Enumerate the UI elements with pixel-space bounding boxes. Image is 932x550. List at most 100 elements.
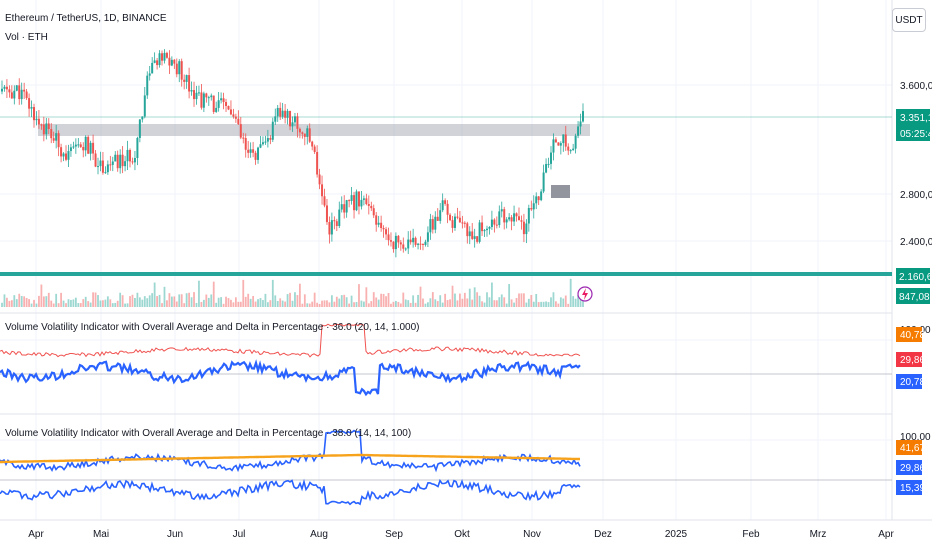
time-tick-label: Sep — [385, 529, 403, 540]
last-price-tag: 3.351,11 — [900, 113, 932, 124]
candle-body — [190, 90, 193, 92]
candle-body — [227, 105, 230, 110]
candle-body — [121, 154, 124, 167]
volume-bar — [394, 300, 397, 307]
candle-body — [173, 59, 176, 64]
candle-body — [178, 61, 181, 75]
volume-bar — [446, 300, 449, 307]
volume-bar — [141, 299, 144, 307]
indicator-pane-1[interactable] — [0, 323, 892, 397]
price-pane[interactable] — [0, 49, 892, 307]
candle-body — [436, 216, 439, 221]
volume-bar — [10, 300, 13, 307]
candle-body — [306, 128, 309, 137]
candle-body — [441, 200, 444, 211]
candle-body — [552, 139, 555, 153]
candle-body — [37, 118, 40, 125]
candle-body — [8, 89, 11, 93]
candle-body — [254, 152, 257, 160]
volume-bar — [244, 296, 247, 307]
volume-bar — [227, 298, 230, 307]
pane1-title[interactable]: Volume Volatility Indicator with Overall… — [5, 322, 420, 333]
candle-body — [421, 243, 424, 245]
candle-body — [382, 228, 385, 230]
volume-bar — [488, 297, 491, 307]
volume-bar — [372, 292, 375, 307]
volume-bar — [200, 301, 203, 307]
currency-button[interactable]: USDT — [892, 8, 926, 32]
indicator-pane-2[interactable] — [0, 429, 892, 506]
volume-bar — [183, 303, 186, 307]
candle-body — [92, 142, 95, 154]
candle-body — [220, 98, 223, 101]
time-tick-label: Apr — [878, 529, 894, 540]
candle-body — [537, 196, 540, 201]
volume-bar — [50, 300, 53, 307]
volume-bar — [42, 296, 45, 307]
lightning-icon[interactable] — [577, 286, 593, 302]
candle-body — [404, 248, 407, 250]
volume-bar — [436, 301, 439, 307]
resistance-zone[interactable] — [38, 124, 590, 136]
candle-body — [60, 147, 63, 157]
candle-body — [23, 89, 26, 92]
volume-bar — [385, 296, 387, 307]
volume-bar — [212, 281, 215, 307]
candle-body — [264, 141, 267, 143]
volume-bar — [185, 293, 188, 307]
candle-body — [188, 75, 191, 92]
volume-bar — [87, 301, 90, 307]
candle-body — [158, 53, 161, 66]
level-tag-bg — [896, 268, 930, 284]
volume-bar — [254, 301, 257, 307]
volume-bar — [166, 300, 168, 307]
candle-body — [412, 237, 415, 243]
candle-body — [567, 146, 570, 151]
candle-body — [517, 216, 520, 221]
small-zone[interactable] — [551, 185, 570, 198]
candle-body — [483, 230, 486, 232]
candle-body — [67, 151, 70, 160]
volume-bar — [259, 298, 262, 307]
candle-body — [10, 92, 13, 99]
volume-bar — [67, 299, 70, 307]
candle-body — [360, 199, 363, 207]
volume-bar — [358, 284, 360, 307]
pane1-tag: 29,86 — [900, 355, 925, 366]
pane2-title[interactable]: Volume Volatility Indicator with Overall… — [5, 428, 411, 439]
candle-body — [82, 146, 85, 151]
time-tick-label: Apr — [28, 529, 44, 540]
volume-bar — [217, 297, 220, 307]
volume-bar — [284, 301, 287, 307]
candle-body — [407, 239, 410, 249]
volume-bar — [444, 293, 447, 307]
volume-bar — [20, 295, 23, 307]
time-tick-label: Dez — [594, 529, 612, 540]
candle-body — [471, 231, 474, 239]
candle-body — [296, 116, 299, 129]
volume-label[interactable]: Vol · ETH — [5, 32, 48, 43]
time-axis[interactable]: Apr Mai Jun Jul Aug Sep Okt Nov Dez 2025 Feb Mrz Apr — [28, 529, 894, 540]
volume-bar — [390, 303, 392, 307]
price-tick: 3.600,00 — [900, 81, 932, 92]
symbol-title[interactable]: Ethereum / TetherUS, 1D, BINANCE — [5, 13, 167, 24]
volume-bar — [569, 278, 572, 307]
volume-bar — [114, 302, 117, 307]
volume-bar — [476, 292, 479, 307]
candle-body — [505, 219, 508, 223]
volume-bar — [82, 299, 85, 307]
volume-bar — [106, 296, 109, 307]
candle-body — [52, 138, 55, 141]
volume-bar — [449, 299, 451, 307]
candle-body — [446, 203, 449, 215]
candle-body — [313, 146, 316, 153]
candle-body — [439, 210, 442, 221]
volume-bar — [15, 299, 18, 307]
volume-bar — [52, 303, 55, 307]
candle-body — [429, 219, 432, 233]
volume-bar — [45, 296, 48, 307]
candle-body — [545, 164, 548, 173]
volume-bar — [456, 300, 459, 307]
volume-bar — [493, 300, 496, 307]
